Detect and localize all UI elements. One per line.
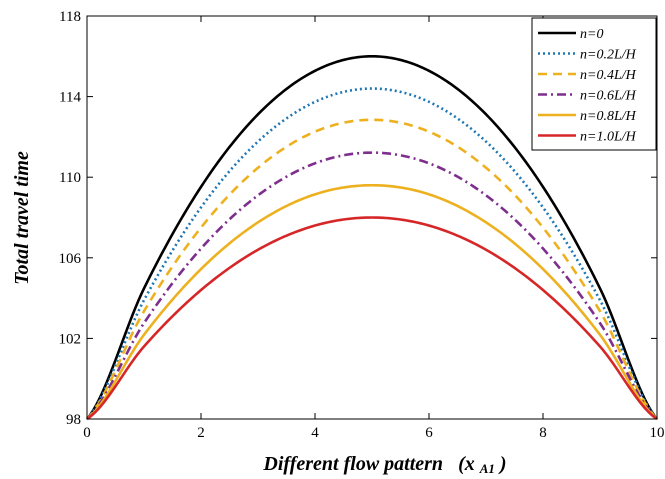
legend: n=0 n=0.2L/H n=0.4L/H n=0.6L/H n=0.8L/H n=1.0… xyxy=(531,17,657,151)
x-tick-label: 4 xyxy=(311,425,319,441)
series-line-4 xyxy=(86,151,658,420)
x-axis-label-sub: A1 xyxy=(479,461,495,476)
x-tick-label: 8 xyxy=(539,425,547,441)
series-line-6 xyxy=(86,216,658,421)
x-axis-label-text: Different flow pattern xyxy=(262,453,443,475)
y-tick-label: 118 xyxy=(59,9,81,25)
legend-label-3: n=0.4L/H xyxy=(580,68,637,83)
y-axis-label: Total travel time xyxy=(11,151,33,285)
x-tick-label: 2 xyxy=(197,425,205,441)
legend-label-1: n=0 xyxy=(580,27,603,42)
series-line-1 xyxy=(85,55,659,420)
y-tick-label: 98 xyxy=(66,412,81,428)
x-tick-label: 0 xyxy=(83,425,91,441)
series-line-5 xyxy=(86,183,658,421)
series-line-2 xyxy=(86,87,658,420)
legend-entries: n=0 n=0.2L/H n=0.4L/H n=0.6L/H n=0.8L/H n=1.0… xyxy=(538,27,637,145)
legend-label-4: n=0.6L/H xyxy=(580,89,637,104)
x-tick-label: 6 xyxy=(425,425,433,441)
series-line-3 xyxy=(86,118,658,420)
y-tick-label: 114 xyxy=(59,90,81,106)
y-tick-label: 110 xyxy=(59,170,81,186)
legend-label-5: n=0.8L/H xyxy=(580,109,637,124)
legend-label-2: n=0.2L/H xyxy=(580,48,637,63)
x-axis-label: Different flow pattern (x A1 ) xyxy=(262,453,506,478)
y-tick-label: 106 xyxy=(59,251,82,267)
y-tick-label: 102 xyxy=(59,331,82,347)
ticks-layer: 0 2 4 6 8 10 98 102 106 110 114 118 xyxy=(59,9,665,441)
x-tick-label: 10 xyxy=(650,425,665,441)
plot-frame xyxy=(86,15,658,420)
series-layer xyxy=(85,55,659,421)
legend-box xyxy=(531,17,657,151)
x-axis-label-var: (x xyxy=(458,453,475,475)
x-axis-label-close: ) xyxy=(498,453,507,475)
legend-label-6: n=1.0L/H xyxy=(580,130,637,145)
